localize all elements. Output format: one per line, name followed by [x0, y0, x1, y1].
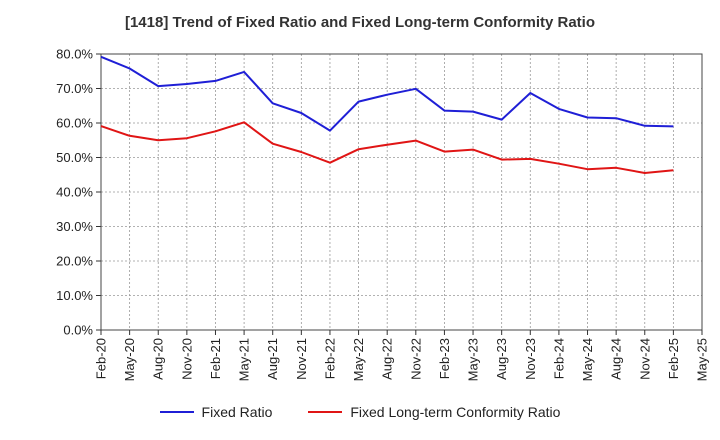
x-tick-label: Nov-20 — [179, 338, 194, 380]
x-tick-label: Nov-21 — [294, 338, 309, 380]
x-tick-label: May-22 — [351, 338, 366, 381]
x-tick-label: Aug-23 — [494, 338, 509, 380]
legend-label-fixed-long-term-conformity-ratio: Fixed Long-term Conformity Ratio — [350, 404, 561, 420]
x-tick-label: Feb-23 — [437, 338, 452, 379]
axis-layer: 0.0% 10.0% 20.0% 30.0% 40.0% 50.0% 60.0% 70.0% 8… — [56, 47, 709, 382]
legend-swatch-fixed-long-term-conformity-ratio — [308, 411, 343, 413]
x-tick-label: Feb-25 — [666, 338, 681, 379]
x-tick-label: Aug-22 — [380, 338, 395, 380]
legend: Fixed Ratio Fixed Long-term Conformity R… — [0, 404, 720, 420]
x-tick-label: Aug-20 — [151, 338, 166, 380]
y-tick-label: 20.0% — [56, 254, 93, 269]
x-tick-label: May-24 — [580, 338, 595, 381]
chart-title: [1418] Trend of Fixed Ratio and Fixed Lo… — [124, 14, 596, 31]
y-tick-label: 40.0% — [56, 185, 93, 200]
y-tick-label: 70.0% — [56, 81, 93, 96]
legend-swatch-fixed-ratio — [159, 411, 194, 413]
x-tick-label: May-21 — [237, 338, 252, 381]
x-tick-label: Nov-22 — [408, 338, 423, 380]
x-tick-label: Feb-21 — [208, 338, 223, 379]
series-line-fixed-ratio — [100, 55, 674, 132]
grid-layer — [101, 53, 702, 330]
x-tick-label: Feb-22 — [322, 338, 337, 379]
x-tick-label: Aug-24 — [609, 338, 624, 380]
y-tick-label: 50.0% — [56, 150, 93, 165]
y-tick-label: 80.0% — [56, 47, 93, 62]
x-tick-label: May-20 — [122, 338, 137, 381]
x-tick-label: Feb-20 — [94, 338, 109, 379]
series-layer — [100, 55, 674, 174]
plot-frame — [100, 53, 703, 331]
y-tick-label: 60.0% — [56, 116, 93, 131]
x-tick-label: May-23 — [466, 338, 481, 381]
x-tick-label: Feb-24 — [551, 338, 566, 379]
x-tick-label: Aug-21 — [265, 338, 280, 380]
y-tick-label: 10.0% — [56, 288, 93, 303]
series-line-fixed-long-term-conformity-ratio — [100, 121, 674, 174]
y-tick-label: 30.0% — [56, 219, 93, 234]
legend-item-fixed-ratio: Fixed Ratio — [159, 404, 273, 420]
y-tick-label: 0.0% — [63, 323, 93, 338]
x-tick-label: Nov-23 — [523, 338, 538, 380]
legend-label-fixed-ratio: Fixed Ratio — [201, 404, 273, 420]
legend-item-fixed-long-term-conformity-ratio: Fixed Long-term Conformity Ratio — [308, 404, 560, 420]
x-tick-label: May-25 — [695, 338, 710, 381]
x-tick-label: Nov-24 — [637, 338, 652, 380]
